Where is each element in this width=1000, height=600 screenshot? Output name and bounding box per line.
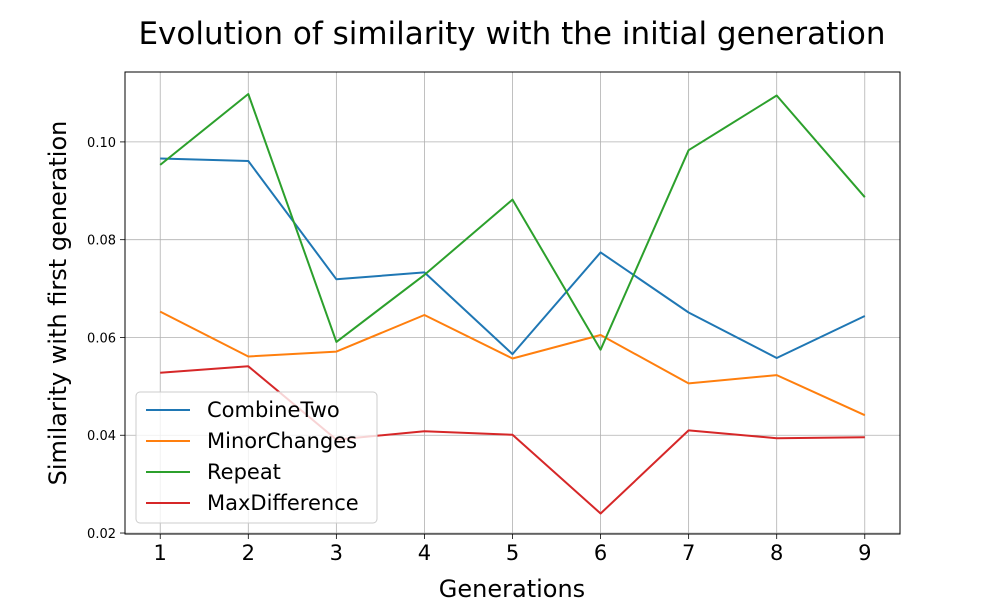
y-tick-label: 0.06 <box>87 331 116 346</box>
y-tick-label: 0.08 <box>87 234 116 249</box>
axis-ticks: 1 2 3 4 5 6 7 8 9 0.02 0.04 0.06 0.08 0.10 <box>87 136 871 565</box>
legend: CombineTwo MinorChanges Repeat MaxDifferenc… <box>135 391 378 524</box>
legend-label-repeat: Repeat <box>207 460 281 484</box>
series-line-maxdifference <box>160 365 865 515</box>
x-tick-label: 5 <box>506 541 519 565</box>
x-tick-label: 3 <box>330 541 343 565</box>
series-layer <box>159 93 866 515</box>
legend-label-maxdifference: MaxDifference <box>207 491 359 515</box>
y-tick-label: 0.10 <box>87 136 116 151</box>
x-tick-label: 7 <box>682 541 695 565</box>
series-line-combinetwo <box>160 157 866 359</box>
legend-label-minorchanges: MinorChanges <box>207 429 357 453</box>
x-tick-label: 8 <box>770 541 783 565</box>
y-tick-label: 0.04 <box>87 429 116 444</box>
legend-label-combinetwo: CombineTwo <box>207 398 340 422</box>
x-tick-label: 4 <box>418 541 431 565</box>
series-line-repeat <box>159 93 866 351</box>
x-axis-label: Generations <box>439 575 585 600</box>
y-axis-label: Similarity with first generation <box>44 121 72 486</box>
chart-title: Evolution of similarity with the initial… <box>138 16 885 52</box>
x-tick-label: 9 <box>858 541 871 565</box>
legend-box <box>135 391 378 524</box>
series-line-minorchanges <box>159 310 866 417</box>
x-tick-label: 2 <box>242 541 255 565</box>
x-tick-label: 6 <box>594 541 607 565</box>
y-tick-label: 0.02 <box>87 527 116 542</box>
x-tick-label: 1 <box>154 541 167 565</box>
